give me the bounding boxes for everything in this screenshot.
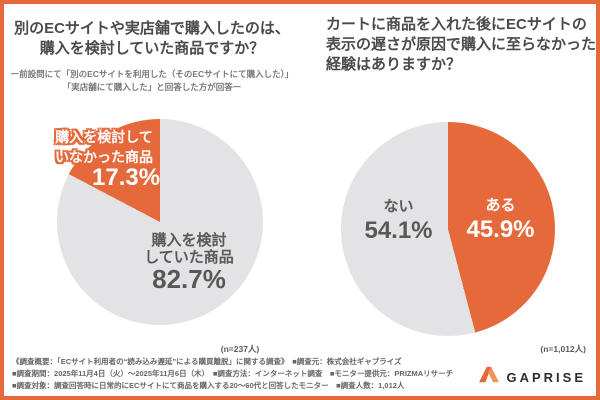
right-gray-slice-percent: 54.1% bbox=[364, 217, 433, 244]
right-orange-slice-percent: 45.9% bbox=[466, 216, 535, 243]
left-title-line-2: 購入を検討していた商品ですか？ bbox=[39, 40, 265, 57]
right-pie-orange-slice-label-group: ある 45.9% bbox=[458, 197, 543, 243]
left-pie-orange-slice-percent: 17.3% bbox=[92, 164, 161, 191]
left-subtitle-line-1: ー前設問にて「別のECサイトを利用した（そのECサイトにて購入した）」 bbox=[10, 69, 294, 79]
left-orange-label-line-1: 購入を検討して bbox=[55, 129, 153, 145]
right-title-line-1: カートに商品を入れた後にECサイトの bbox=[326, 16, 587, 33]
footer-line-2: ■調査期間：2025年11月4日（火）〜2025年11月6日（木） ■調査方法：… bbox=[12, 369, 454, 378]
left-gray-label-line-2: していた商品 bbox=[144, 249, 234, 266]
left-title-line-1: 別のECサイトや実店舗で購入したのは、 bbox=[14, 20, 290, 37]
left-pie-gray-slice-percent: 82.7% bbox=[152, 264, 226, 294]
right-pie-gray-slice-label-group: ない 54.1% bbox=[356, 198, 441, 244]
footer-line-3: ■調査対象：調査回答時に日常的にECサイトにて商品を購入する20〜60代と回答し… bbox=[12, 381, 405, 390]
gaprise-logo-text: GAPRISE bbox=[506, 370, 586, 385]
right-title-line-2: 表示の遅さが原因で購入に至らなかった bbox=[326, 36, 597, 53]
right-panel-title: カートに商品を入れた後にECサイトの 表示の遅さが原因で購入に至らなかった 経験… bbox=[326, 15, 597, 75]
left-orange-label-line-2: いなかった商品 bbox=[55, 149, 153, 165]
left-gray-label-line-1: 購入を検討 bbox=[151, 232, 227, 249]
right-title-line-3: 経験はありますか？ bbox=[326, 56, 462, 73]
left-pie-gray-slice-label: 購入を検討 していた商品 bbox=[104, 232, 274, 266]
right-orange-slice-label: ある bbox=[485, 197, 516, 214]
left-panel-title: 別のECサイトや実店舗で購入したのは、 購入を検討していた商品ですか？ bbox=[4, 19, 300, 59]
left-panel-subtitle: ー前設問にて「別のECサイトを利用した（そのECサイトにて購入した）」 「実店舗… bbox=[4, 68, 300, 94]
gaprise-logo: GAPRISE bbox=[478, 366, 586, 389]
pie-chart-right bbox=[341, 122, 555, 336]
footer-line-1: 《調査概要：「ECサイト利用者の“読み込み遅延”による購買離脱」に関する調査》 … bbox=[12, 357, 402, 366]
gaprise-logo-icon bbox=[478, 366, 500, 389]
right-gray-slice-label: ない bbox=[383, 198, 414, 215]
right-sample-size: (n=1,012人) bbox=[540, 344, 586, 354]
left-subtitle-line-2: 「実店舗にて購入した」と回答した方が回答ー bbox=[62, 82, 242, 92]
survey-footer: 《調査概要：「ECサイト利用者の“読み込み遅延”による購買離脱」に関する調査》 … bbox=[12, 356, 474, 392]
left-pie-orange-slice-label: 購入を検討して いなかった商品 bbox=[50, 127, 158, 167]
left-sample-size: (n=237人) bbox=[220, 344, 260, 354]
pie-chart-left bbox=[57, 119, 263, 325]
